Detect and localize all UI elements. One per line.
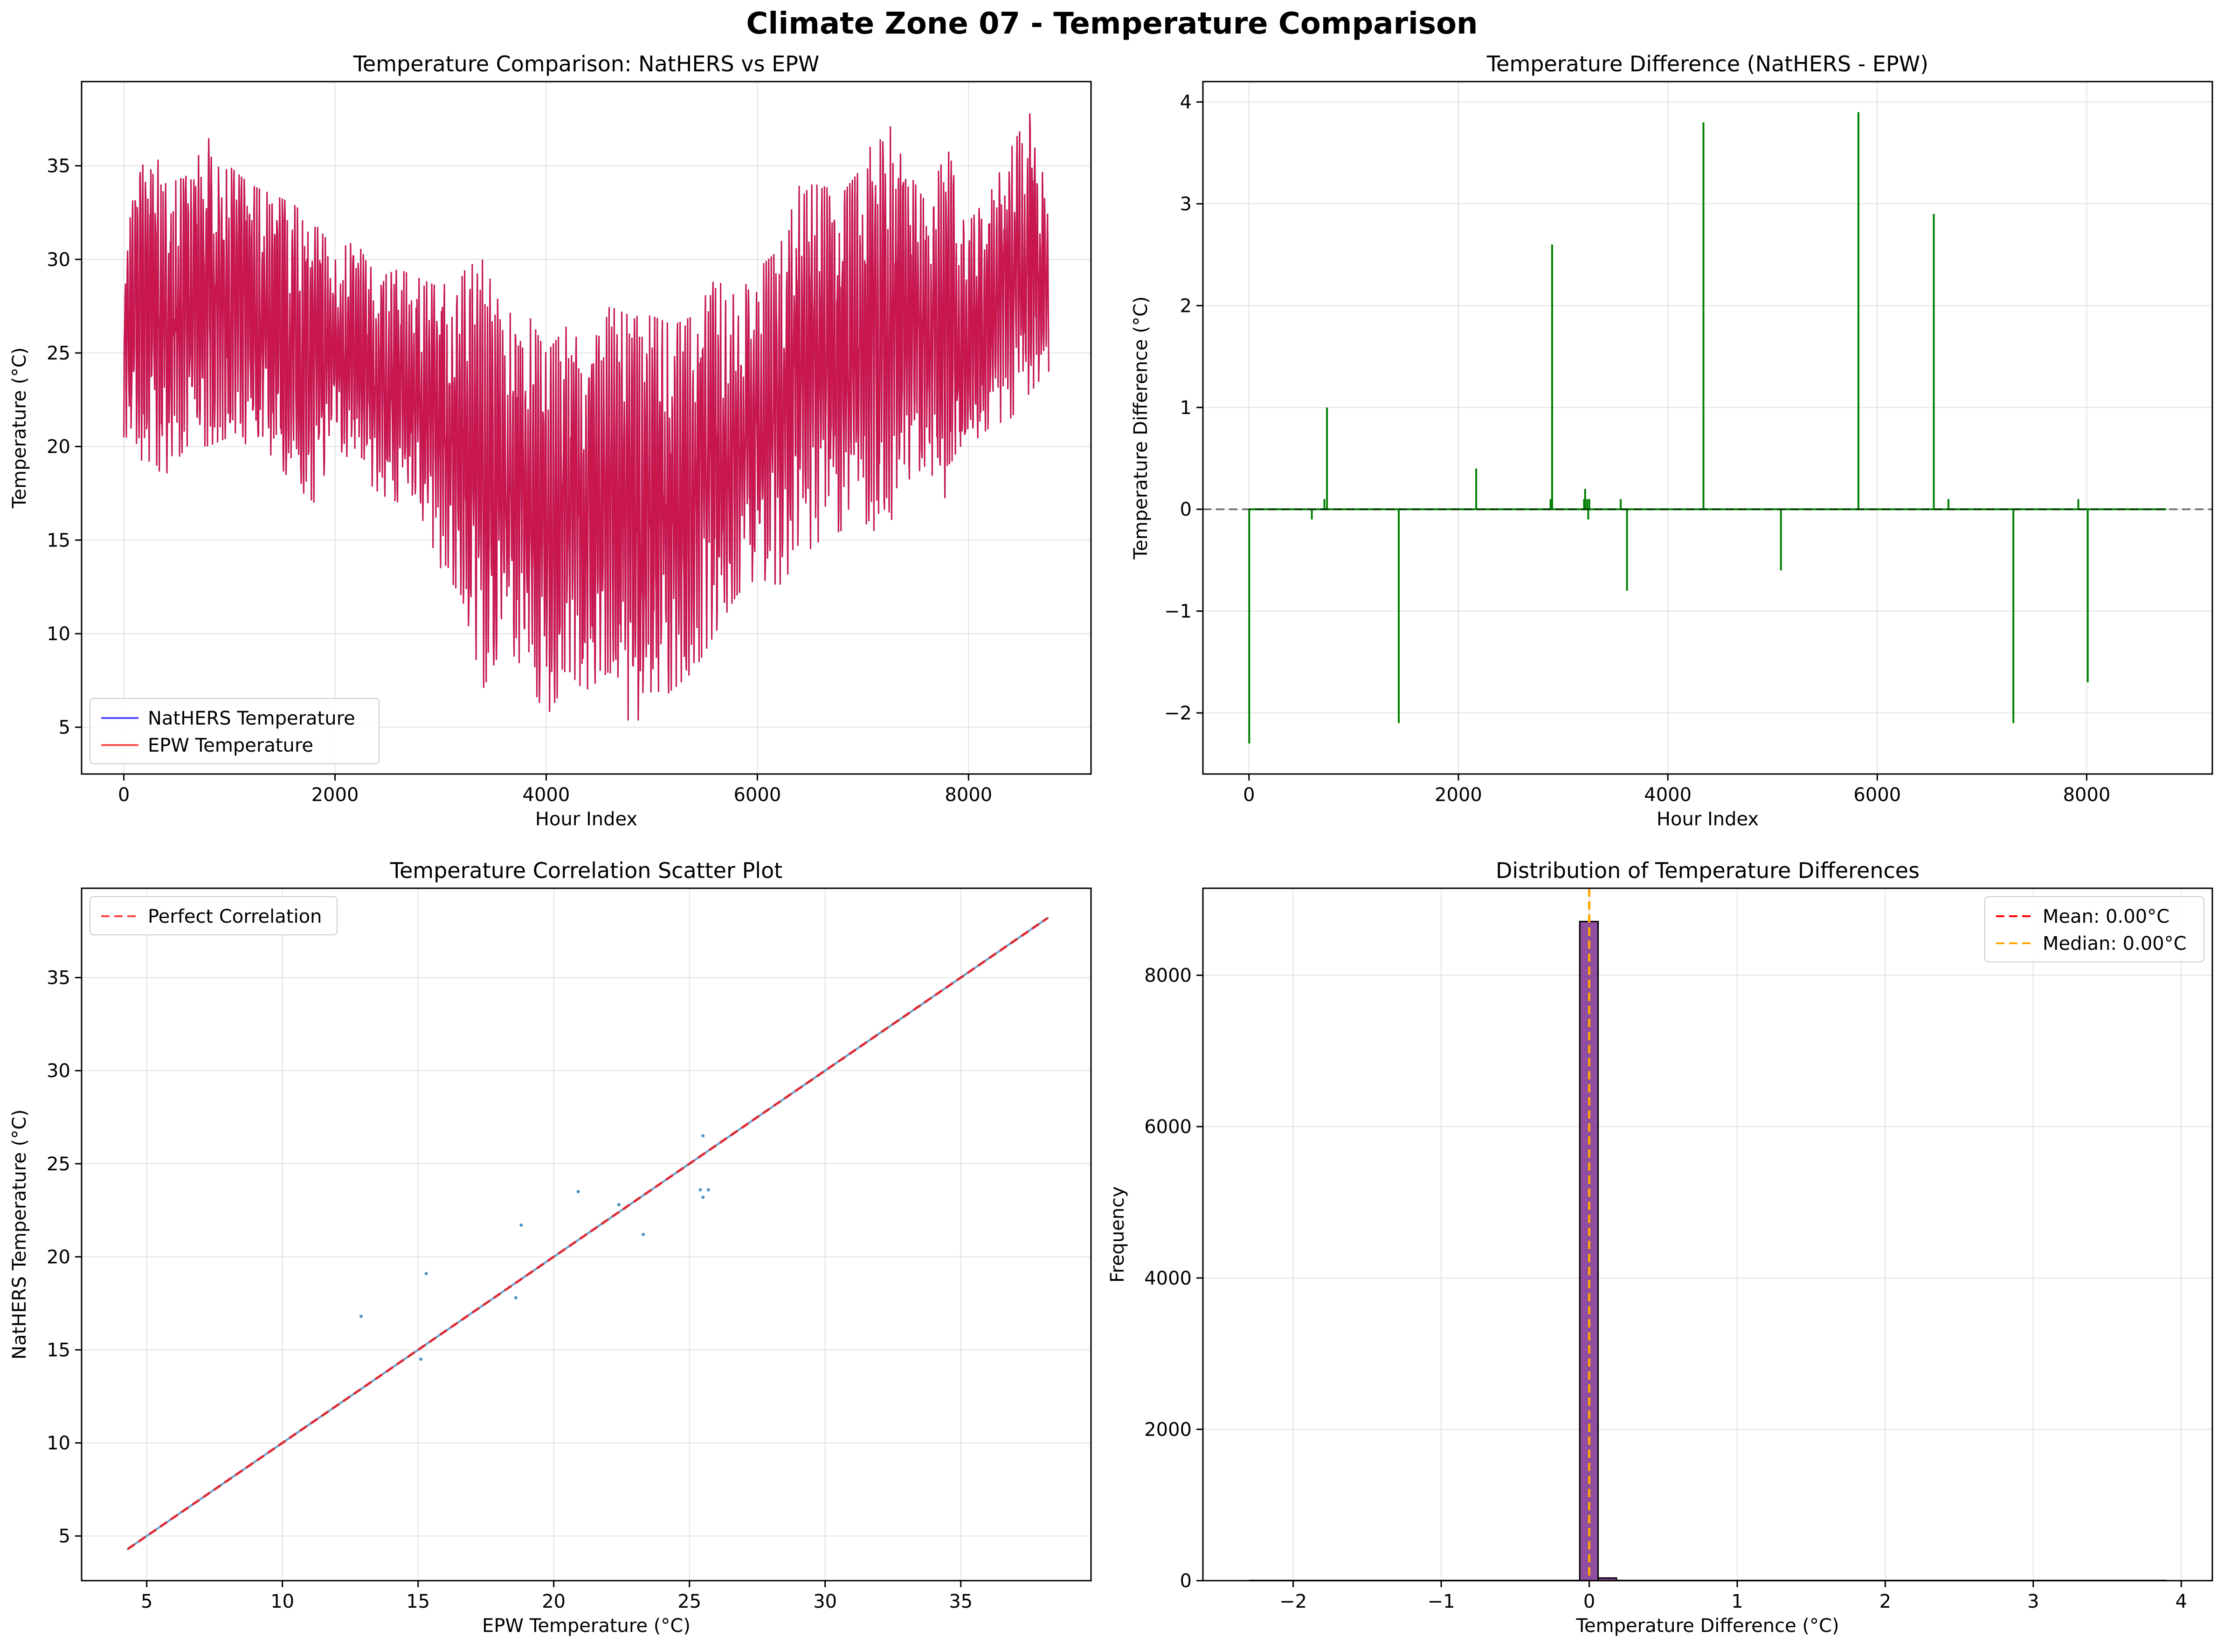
- y-axis-label: Temperature Difference (°C): [1130, 296, 1152, 560]
- y-tick-label: 15: [47, 530, 70, 551]
- x-tick-label: 6000: [1853, 784, 1901, 806]
- x-tick-label: 6000: [733, 784, 781, 806]
- legend-box: [90, 896, 338, 935]
- x-tick-label: 5: [141, 1591, 152, 1612]
- y-tick-label: 35: [47, 156, 70, 177]
- scatter-point: [514, 1296, 518, 1299]
- y-tick-label: −2: [1164, 703, 1192, 724]
- x-axis-label: Hour Index: [1657, 809, 1759, 830]
- y-tick-label: 2: [1180, 295, 1192, 317]
- y-tick-label: 20: [47, 1246, 70, 1268]
- y-tick-label: 30: [47, 249, 70, 270]
- y-tick-label: 8000: [1144, 965, 1192, 987]
- y-tick-label: 2000: [1144, 1419, 1192, 1440]
- x-tick-label: 2: [1879, 1591, 1891, 1612]
- y-tick-label: 15: [47, 1340, 70, 1361]
- x-tick-label: 4000: [1644, 784, 1692, 806]
- y-tick-label: 4: [1180, 92, 1192, 113]
- figure-title: Climate Zone 07 - Temperature Comparison: [746, 7, 1478, 41]
- panel-title: Temperature Correlation Scatter Plot: [390, 858, 783, 883]
- y-axis-label: Frequency: [1107, 1186, 1128, 1283]
- panel-title: Temperature Comparison: NatHERS vs EPW: [353, 51, 820, 76]
- y-tick-label: 35: [47, 968, 70, 989]
- axes-frame: [81, 887, 1092, 1582]
- legend-label: Perfect Correlation: [148, 906, 322, 927]
- panel-title: Distribution of Temperature Differences: [1496, 858, 1920, 883]
- y-tick-label: 1: [1180, 397, 1192, 419]
- y-tick-label: 3: [1180, 194, 1192, 215]
- chart-panel-1: 0 2000 4000 6000 8000 5 10 15 20 25 30 35 Temperatur…: [9, 51, 1092, 830]
- y-tick-label: 5: [59, 717, 70, 739]
- x-tick-label: −1: [1428, 1591, 1455, 1612]
- y-axis-label: NatHERS Temperature (°C): [9, 1109, 30, 1360]
- x-tick-label: 10: [270, 1591, 294, 1612]
- x-tick-label: 3: [2027, 1591, 2039, 1612]
- x-axis-label: Hour Index: [535, 809, 637, 830]
- y-tick-label: 30: [47, 1060, 70, 1082]
- x-tick-label: 30: [813, 1591, 837, 1612]
- axes-frame: [1202, 81, 2213, 775]
- plot-area: [1203, 112, 2212, 744]
- x-tick-label: 0: [1583, 1591, 1595, 1612]
- panel-title: Temperature Difference (NatHERS - EPW): [1486, 51, 1928, 76]
- x-tick-label: 2000: [311, 784, 359, 806]
- scatter-point: [706, 1188, 710, 1192]
- scatter-point: [519, 1223, 523, 1227]
- legend-label: EPW Temperature: [148, 735, 313, 756]
- x-tick-label: 8000: [945, 784, 992, 806]
- scatter-point: [576, 1190, 580, 1194]
- y-tick-label: 10: [47, 1433, 70, 1454]
- axes-frame: [1202, 887, 2213, 1582]
- x-tick-label: 0: [118, 784, 130, 806]
- y-axis-label: Temperature (°C): [9, 347, 30, 509]
- legend-label: Median: 0.00°C: [2043, 933, 2187, 954]
- x-tick-label: 0: [1243, 784, 1255, 806]
- x-tick-label: 20: [542, 1591, 566, 1612]
- x-tick-label: −2: [1279, 1591, 1307, 1612]
- perfect-correlation-line: [127, 917, 1049, 1550]
- y-tick-label: 0: [1180, 1570, 1192, 1592]
- scatter-point: [359, 1314, 363, 1318]
- legend-box: [1984, 896, 2204, 962]
- x-tick-label: 4000: [523, 784, 570, 806]
- y-tick-label: 4000: [1144, 1268, 1192, 1289]
- chart-panel-2: 0 2000 4000 6000 8000 −2 −1 0 1 2 3 4 Temperature Di…: [1130, 51, 2213, 830]
- y-tick-label: 10: [47, 623, 70, 645]
- scatter-point: [424, 1272, 428, 1275]
- x-tick-label: 15: [406, 1591, 430, 1612]
- y-tick-label: 6000: [1144, 1116, 1192, 1138]
- scatter-point: [419, 1357, 422, 1361]
- x-tick-label: 2000: [1435, 784, 1482, 806]
- legend-label: NatHERS Temperature: [148, 708, 355, 729]
- scatter-point: [642, 1233, 645, 1236]
- x-axis-label: EPW Temperature (°C): [482, 1615, 691, 1637]
- y-tick-label: −1: [1164, 601, 1192, 622]
- scatter-point: [617, 1203, 621, 1207]
- plot-area: [123, 113, 1050, 721]
- plot-area: [126, 917, 1049, 1550]
- x-tick-label: 4: [2176, 1591, 2187, 1612]
- chart-panel-3: 5 10 15 20 25 30 35 5 10 15 20 25 30 35 Temperature Co…: [9, 858, 1092, 1637]
- axes-frame: [81, 81, 1092, 775]
- chart-panel-4: −2 −1 0 1 2 3 4 0 2000 4000 6000 8000 Distribution o…: [1107, 858, 2213, 1637]
- y-tick-label: 5: [59, 1526, 70, 1547]
- legend-label: Mean: 0.00°C: [2043, 906, 2169, 927]
- x-tick-label: 8000: [2063, 784, 2111, 806]
- y-tick-label: 25: [47, 1154, 70, 1175]
- plot-area: [1249, 888, 2167, 1581]
- scatter-point: [701, 1196, 705, 1199]
- scatter-point: [698, 1188, 702, 1192]
- x-tick-label: 1: [1731, 1591, 1743, 1612]
- y-tick-label: 0: [1180, 499, 1192, 520]
- epw-series-line: [123, 113, 1050, 721]
- x-tick-label: 35: [949, 1591, 973, 1612]
- x-tick-label: 25: [677, 1591, 701, 1612]
- y-tick-label: 20: [47, 436, 70, 458]
- legend-box: [90, 698, 380, 764]
- y-tick-label: 25: [47, 343, 70, 364]
- x-axis-label: Temperature Difference (°C): [1575, 1615, 1839, 1637]
- scatter-point: [701, 1134, 705, 1138]
